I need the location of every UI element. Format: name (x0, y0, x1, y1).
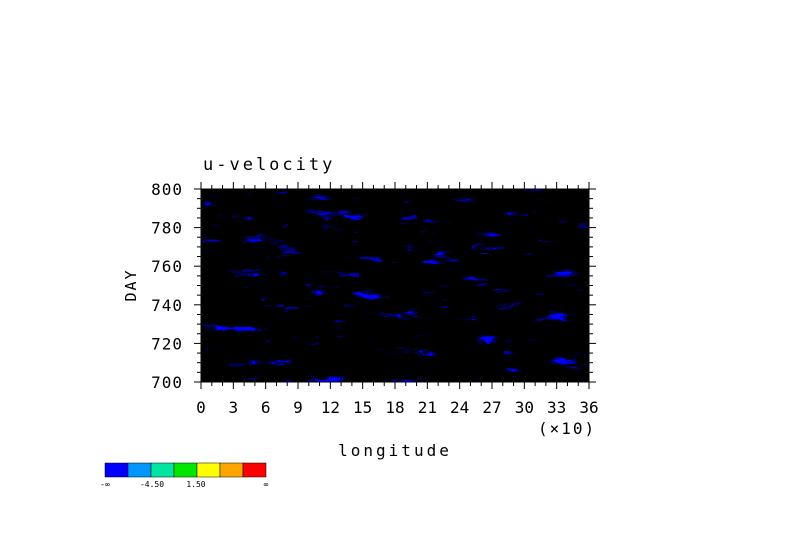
x-tick-label: 0 (196, 398, 206, 417)
x-tick-label: 24 (450, 398, 469, 417)
x-tick-label: 3 (229, 398, 239, 417)
y-tick-label: 760 (151, 257, 183, 276)
colorbar-swatch (173, 462, 198, 478)
colorbar-swatch (219, 462, 244, 478)
y-tick-label: 740 (151, 296, 183, 315)
plot-area (201, 189, 589, 382)
heatmap-field (201, 189, 589, 382)
colorbar-label: -∞ (100, 480, 110, 489)
x-axis-ticks: 0 3 6 9 12 15 18 21 24 27 30 33 36 (196, 182, 599, 417)
y-axis-label: DAY (122, 268, 140, 301)
colorbar-label: 1.50 (186, 480, 205, 489)
y-tick-label: 780 (151, 219, 183, 238)
x-tick-label: 33 (547, 398, 566, 417)
x-tick-label: 12 (321, 398, 340, 417)
x-tick-label: 18 (385, 398, 404, 417)
x-axis-label: longitude (338, 441, 452, 460)
x-tick-label: 9 (293, 398, 303, 417)
y-tick-label: 800 (151, 180, 183, 199)
chart-title: u-velocity (203, 155, 335, 175)
x-tick-label: 36 (579, 398, 598, 417)
x-tick-label: 30 (515, 398, 534, 417)
x-tick-label: 15 (353, 398, 372, 417)
colorbar-swatch (196, 462, 221, 478)
y-axis-ticks: 700 720 740 760 780 800 (151, 180, 596, 392)
colorbar-label: -4.50 (140, 480, 164, 489)
x-axis-multiplier: (×10) (538, 419, 596, 438)
colorbar-swatch (150, 462, 175, 478)
colorbar-swatch (127, 462, 152, 478)
heatmap-layer (201, 189, 589, 382)
colorbar: -∞ -4.50 1.50 ∞ (100, 462, 269, 489)
x-tick-label: 21 (418, 398, 437, 417)
x-tick-label: 27 (482, 398, 501, 417)
y-tick-label: 720 (151, 334, 183, 353)
colorbar-swatch (104, 462, 129, 478)
y-tick-label: 700 (151, 373, 183, 392)
x-tick-label: 6 (261, 398, 271, 417)
colorbar-label: ∞ (264, 480, 269, 489)
colorbar-swatch (242, 462, 267, 478)
